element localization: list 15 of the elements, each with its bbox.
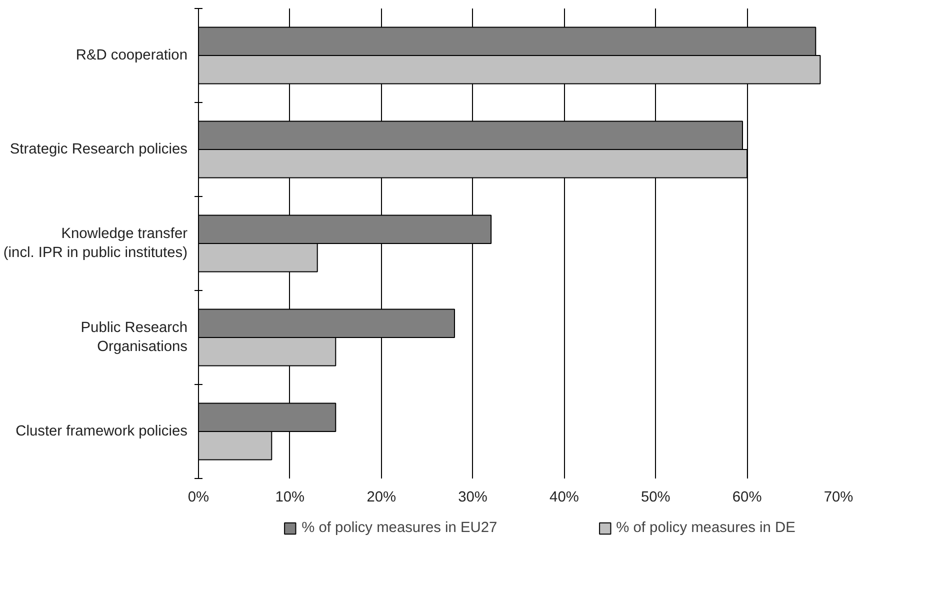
y-tick-label: Cluster framework policies [16, 424, 188, 440]
y-tick-label: Knowledge transfer (incl. IPR in public institutes) [3, 226, 188, 262]
x-tick-label: 60% [732, 490, 762, 506]
legend-label: % of policy measures in EU27 [302, 520, 498, 536]
x-tick-label: 20% [366, 490, 396, 506]
x-tick-label: 50% [640, 490, 670, 506]
y-tick-label: R&D cooperation [76, 48, 188, 64]
x-tick-label: 30% [458, 490, 488, 506]
x-tick-label: 40% [550, 490, 579, 506]
y-tick-label: Public Research Organisations [80, 320, 188, 356]
legend-label: % of policy measures in DE [616, 520, 796, 536]
y-tick-label: Strategic Research policies [10, 142, 188, 158]
x-tick-label: 10% [275, 490, 305, 506]
x-tick-label: 0% [188, 490, 210, 506]
x-tick-label: 70% [824, 490, 854, 506]
